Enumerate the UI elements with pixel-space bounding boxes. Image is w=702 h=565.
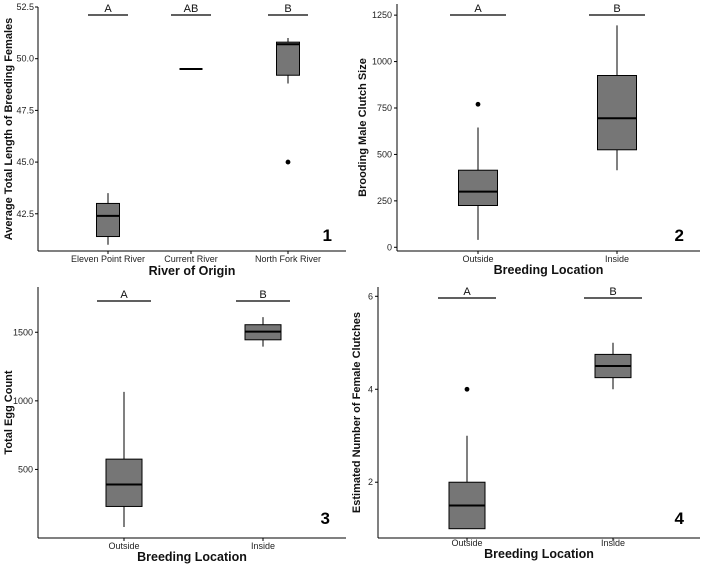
- box: [105, 458, 143, 507]
- y-tick-label: 750: [377, 103, 392, 113]
- y-axis-title: Average Total Length of Breeding Females: [3, 18, 15, 241]
- y-tick-label: 1250: [372, 10, 392, 20]
- x-tick-label: Inside: [251, 541, 275, 551]
- significance-letter: B: [613, 3, 620, 15]
- panel-number: 4: [675, 509, 685, 528]
- significance-letter: B: [259, 289, 266, 301]
- panel-1: 42.5 45.0 47.5 50.0 52.5 Eleven Point River A C…: [3, 2, 346, 278]
- y-tick-label: 250: [377, 196, 392, 206]
- significance-letter: A: [463, 286, 471, 298]
- significance-letter: A: [104, 3, 112, 15]
- y-tick-label: 6: [368, 291, 373, 301]
- x-tick-label: Eleven Point River: [71, 254, 145, 264]
- y-axis-title: Total Egg Count: [3, 370, 15, 454]
- box: [96, 202, 120, 238]
- x-tick-label: Inside: [605, 254, 629, 264]
- y-tick-label: 4: [368, 384, 373, 394]
- x-axis-title: Breeding Location: [484, 547, 594, 561]
- x-tick-label: Outside: [108, 541, 139, 551]
- panel-4: 2 4 6 Outside A Inside B Breeding Location Estim…: [351, 286, 700, 561]
- y-tick-label: 500: [18, 464, 33, 474]
- y-tick-label: 0: [387, 242, 392, 252]
- panel-number: 1: [323, 226, 332, 245]
- box: [597, 75, 637, 151]
- y-axis-title: Brooding Male Clutch Size: [357, 58, 369, 197]
- y-tick-label: 52.5: [16, 2, 34, 12]
- significance-letter: B: [609, 286, 616, 298]
- y-tick-label: 2: [368, 477, 373, 487]
- significance-letter: A: [120, 289, 128, 301]
- x-tick-label: Outside: [462, 254, 493, 264]
- y-tick-label: 1500: [13, 327, 33, 337]
- x-axis-title: Breeding Location: [494, 263, 604, 277]
- panel-number: 2: [675, 226, 684, 245]
- significance-letter: A: [474, 3, 482, 15]
- outlier-point: [475, 101, 481, 107]
- y-axis-title: Estimated Number of Female Clutches: [351, 312, 363, 513]
- panel-2: 0 250 500 750 1000 1250 Outside A Inside B Breedin…: [357, 3, 700, 277]
- x-tick-label: Outside: [451, 538, 482, 548]
- x-tick-label: North Fork River: [255, 254, 321, 264]
- y-tick-label: 500: [377, 149, 392, 159]
- y-tick-label: 42.5: [16, 209, 34, 219]
- outlier-point: [464, 386, 470, 392]
- x-axis-title: Breeding Location: [137, 550, 247, 564]
- panel-3: 500 1000 1500 Outside A Inside B Breeding Locat…: [3, 287, 346, 564]
- y-tick-label: 50.0: [16, 54, 34, 64]
- y-tick-label: 1000: [372, 57, 392, 67]
- x-tick-label: Inside: [601, 538, 625, 548]
- y-tick-label: 47.5: [16, 105, 34, 115]
- x-tick-label: Current River: [164, 254, 218, 264]
- box: [458, 169, 498, 206]
- significance-letter: AB: [184, 3, 199, 15]
- y-tick-label: 1000: [13, 396, 33, 406]
- panel-number: 3: [321, 509, 330, 528]
- outlier-point: [285, 159, 291, 165]
- significance-letter: B: [284, 3, 291, 15]
- x-axis-title: River of Origin: [149, 264, 236, 278]
- y-tick-label: 45.0: [16, 157, 34, 167]
- box: [276, 41, 300, 76]
